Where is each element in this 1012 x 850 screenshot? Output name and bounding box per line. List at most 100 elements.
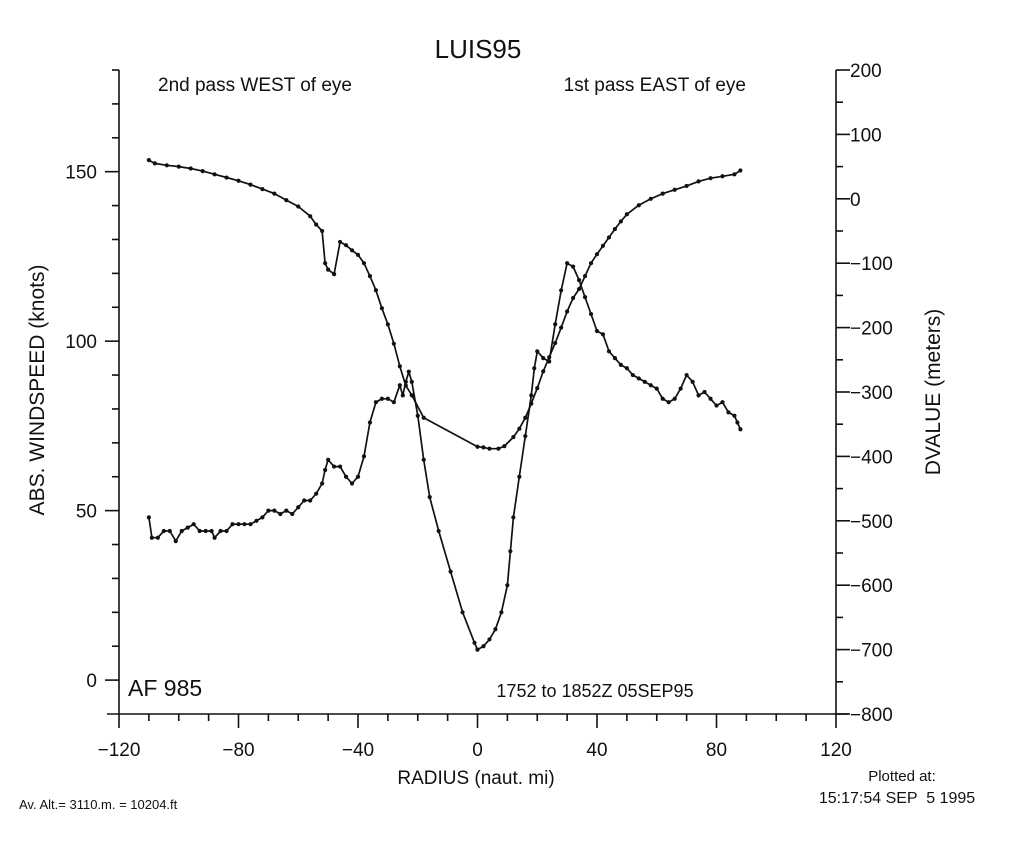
windspeed-data-point	[314, 491, 319, 496]
windspeed-data-point	[367, 420, 373, 425]
windspeed-data-point	[400, 393, 405, 398]
dvalue-data-point	[361, 261, 367, 266]
windspeed-data-point	[499, 610, 504, 615]
flight-label: AF 985	[128, 675, 202, 701]
windspeed-data-point	[606, 349, 612, 354]
windspeed-data-point	[296, 505, 301, 510]
dvalue-data-point	[708, 176, 713, 181]
dvalue-data-point	[200, 169, 205, 174]
right-tick-label: −100	[850, 254, 893, 275]
windspeed-data-point	[553, 322, 558, 327]
windspeed-data-point	[155, 535, 160, 540]
dvalue-data-point	[672, 187, 677, 192]
dvalue-data-point	[612, 226, 618, 232]
dvalue-data-point	[565, 309, 570, 314]
windspeed-data-point	[493, 627, 498, 632]
windspeed-data-point	[508, 549, 513, 554]
dvalue-data-point	[355, 252, 361, 257]
windspeed-data-point	[242, 522, 247, 527]
left-tick-label: 150	[65, 163, 97, 184]
windspeed-data-point	[696, 393, 701, 398]
dvalue-data-point	[385, 322, 390, 327]
windspeed-data-point	[197, 528, 202, 534]
windspeed-data-point	[209, 528, 214, 534]
windspeed-data-point	[409, 379, 414, 384]
dvalue-data-point	[409, 393, 414, 398]
dvalue-data-point	[379, 306, 384, 311]
windspeed-data-point	[738, 427, 743, 432]
dvalue-data-point	[188, 166, 193, 171]
windspeed-data-point	[720, 400, 725, 405]
windspeed-data-point	[660, 396, 665, 401]
dvalue-data-point	[588, 261, 594, 266]
dvalue-data-point	[332, 272, 337, 277]
windspeed-data-point	[511, 515, 516, 520]
windspeed-data-point	[421, 457, 426, 462]
windspeed-data-point	[529, 393, 534, 398]
windspeed-data-point	[505, 583, 510, 588]
windspeed-data-point	[349, 481, 355, 486]
east-pass-annotation: 1st pass EAST of eye	[564, 75, 746, 96]
windspeed-data-point	[248, 522, 253, 527]
windspeed-data-point	[373, 400, 379, 405]
dvalue-data-point	[582, 273, 588, 279]
windspeed-data-point	[654, 386, 659, 391]
windspeed-data-point	[308, 498, 313, 503]
dvalue-data-point	[314, 222, 319, 227]
dvalue-data-point	[337, 239, 343, 245]
windspeed-data-point	[230, 522, 235, 527]
windspeed-data-point	[648, 383, 653, 388]
dvalue-data-point	[284, 197, 289, 203]
windspeed-data-point	[266, 508, 271, 513]
windspeed-data-point	[624, 366, 629, 371]
windspeed-data-point	[612, 356, 618, 361]
windspeed-data-point	[481, 644, 486, 649]
dvalue-data-point	[326, 267, 331, 272]
dvalue-data-point	[684, 183, 689, 189]
dvalue-data-point	[176, 164, 181, 169]
windspeed-data-point	[690, 379, 695, 384]
dvalue-data-point	[272, 191, 277, 196]
dvalue-data-point	[496, 446, 501, 451]
windspeed-data-point	[337, 464, 343, 469]
dvalue-data-point	[146, 158, 151, 163]
dvalue-data-point	[576, 286, 582, 292]
dvalue-data-point	[373, 288, 379, 293]
windspeed-data-point	[565, 261, 570, 266]
right-tick-label: −300	[850, 383, 893, 404]
windspeed-data-point	[576, 278, 582, 283]
dvalue-data-point	[152, 161, 157, 166]
windspeed-data-point	[185, 525, 190, 530]
dvalue-data-point	[391, 341, 396, 346]
windspeed-data-point	[284, 508, 289, 513]
windspeed-data-point	[672, 396, 677, 401]
dvalue-data-point	[559, 325, 564, 330]
windspeed-data-point	[332, 464, 337, 469]
dvalue-data-point	[481, 445, 486, 450]
dvalue-data-point	[732, 172, 737, 177]
windspeed-data-point	[535, 349, 540, 354]
windspeed-data-point	[618, 362, 624, 367]
right-tick-label: 100	[850, 125, 882, 146]
dvalue-data-point	[164, 163, 169, 168]
right-tick-label: −400	[850, 447, 893, 468]
dvalue-data-point	[487, 446, 492, 451]
right-axis-label: DVALUE (meters)	[922, 309, 945, 475]
x-axis-label: RADIUS (naut. mi)	[397, 768, 554, 789]
windspeed-data-point	[146, 515, 151, 520]
left-tick-label: 0	[86, 671, 97, 692]
windspeed-data-point	[460, 610, 465, 615]
windspeed-data-point	[475, 647, 480, 652]
windspeed-data-point	[203, 528, 208, 534]
dvalue-data-point	[323, 261, 328, 266]
windspeed-data-point	[397, 383, 402, 388]
dvalue-data-point	[343, 243, 349, 248]
windspeed-data-point	[191, 522, 196, 527]
windspeed-data-point	[714, 403, 719, 408]
x-tick-label: −120	[98, 740, 141, 761]
windspeed-data-point	[594, 328, 600, 334]
windspeed-data-point	[406, 369, 411, 374]
windspeed-data-point	[532, 366, 537, 371]
chart-title: LUIS95	[435, 34, 522, 64]
windspeed-data-point	[636, 376, 641, 381]
